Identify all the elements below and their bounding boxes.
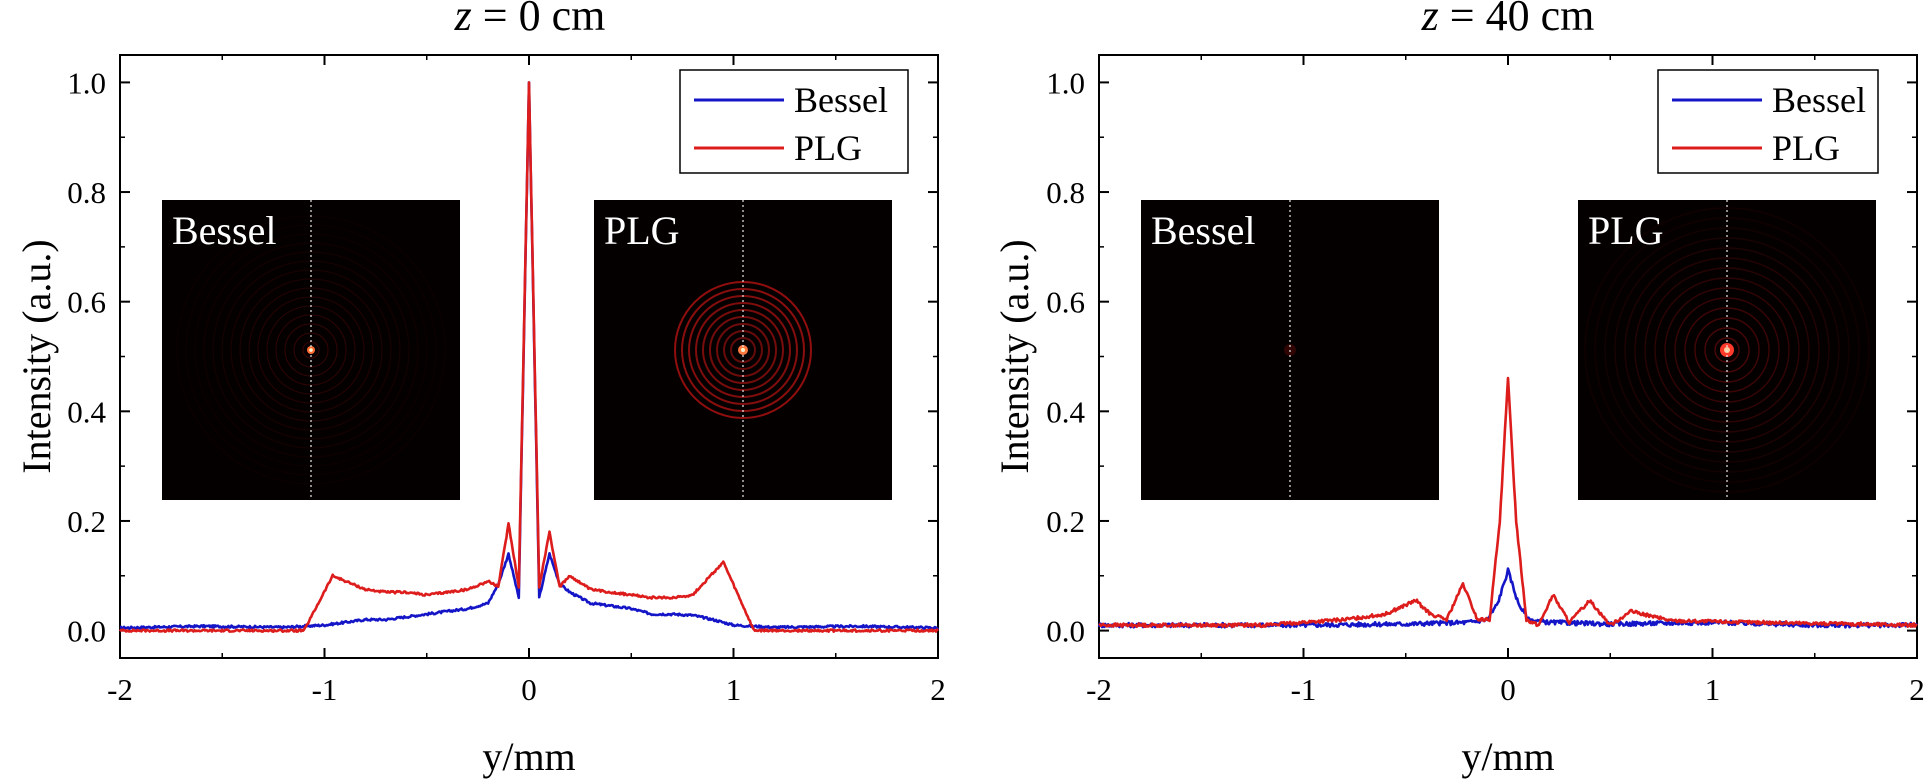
inset-label: Bessel [172,208,276,253]
inset-label: PLG [1588,208,1664,253]
x-tick-label: 0 [521,672,537,707]
panel-title: z = 40 cm [1421,0,1595,40]
legend-box [679,69,909,174]
title-value: = 40 cm [1439,0,1595,40]
x-tick-label: -1 [1291,672,1317,707]
x-tick-label: -2 [107,672,133,707]
legend: Bessel PLG [1657,69,1879,174]
title-variable: z [1421,0,1439,40]
y-tick-label: 0.2 [1046,504,1085,539]
x-tick-label: -2 [1086,672,1112,707]
y-tick-label: 1.0 [67,65,106,100]
x-axis-label: y/mm [1461,734,1554,779]
series-line-bessel [1097,567,1919,629]
series-line-plg [118,81,939,633]
x-tick-label: 0 [1500,672,1516,707]
y-tick-label: 0.6 [1046,285,1085,320]
x-axis-label: y/mm [482,734,575,779]
inset-bessel: Bessel [162,200,460,500]
inset-label: PLG [604,208,680,253]
legend-label: PLG [1772,128,1840,168]
series-line-plg [1098,376,1918,628]
x-tick-label: 1 [1705,672,1721,707]
y-tick-label: 0.4 [67,394,106,429]
y-tick-label: 0.6 [67,285,106,320]
inset-plg: PLG [1578,200,1876,500]
legend-label: PLG [794,128,862,168]
y-tick-label: 0.2 [67,504,106,539]
y-axis-label: Intensity (a.u.) [992,239,1037,473]
inset-label: Bessel [1151,208,1255,253]
x-tick-label: 2 [930,672,946,707]
inset-plg: PLG [594,200,892,500]
y-axis-label: Intensity (a.u.) [14,239,59,473]
legend-box [1657,69,1879,174]
inset-bessel: Bessel [1141,200,1439,500]
title-value: = 0 cm [472,0,606,40]
panel-z-40cm: z = 40 cm Bessel PLG -2 -1 0 1 2 0.0 0.2 0.4 0.6 0.8… [992,0,1925,779]
y-tick-label: 0.8 [67,175,106,210]
y-tick-label: 0.8 [1046,175,1085,210]
y-tick-label: 0.4 [1046,394,1085,429]
panel-title: z = 0 cm [454,0,606,40]
y-tick-label: 1.0 [1046,65,1085,100]
legend-label: Bessel [794,80,888,120]
title-variable: z [454,0,472,40]
legend-label: Bessel [1772,80,1866,120]
x-tick-label: -1 [312,672,338,707]
x-tick-label: 1 [726,672,742,707]
y-tick-label: 0.0 [67,614,106,649]
y-tick-label: 0.0 [1046,614,1085,649]
x-tick-label: 2 [1909,672,1925,707]
legend: Bessel PLG [679,69,909,174]
panel-z-0cm: z = 0 cm Bessel PLG -2 -1 0 1 2 0.0 0.2 0.4 0.6 0.8 1… [14,0,946,779]
